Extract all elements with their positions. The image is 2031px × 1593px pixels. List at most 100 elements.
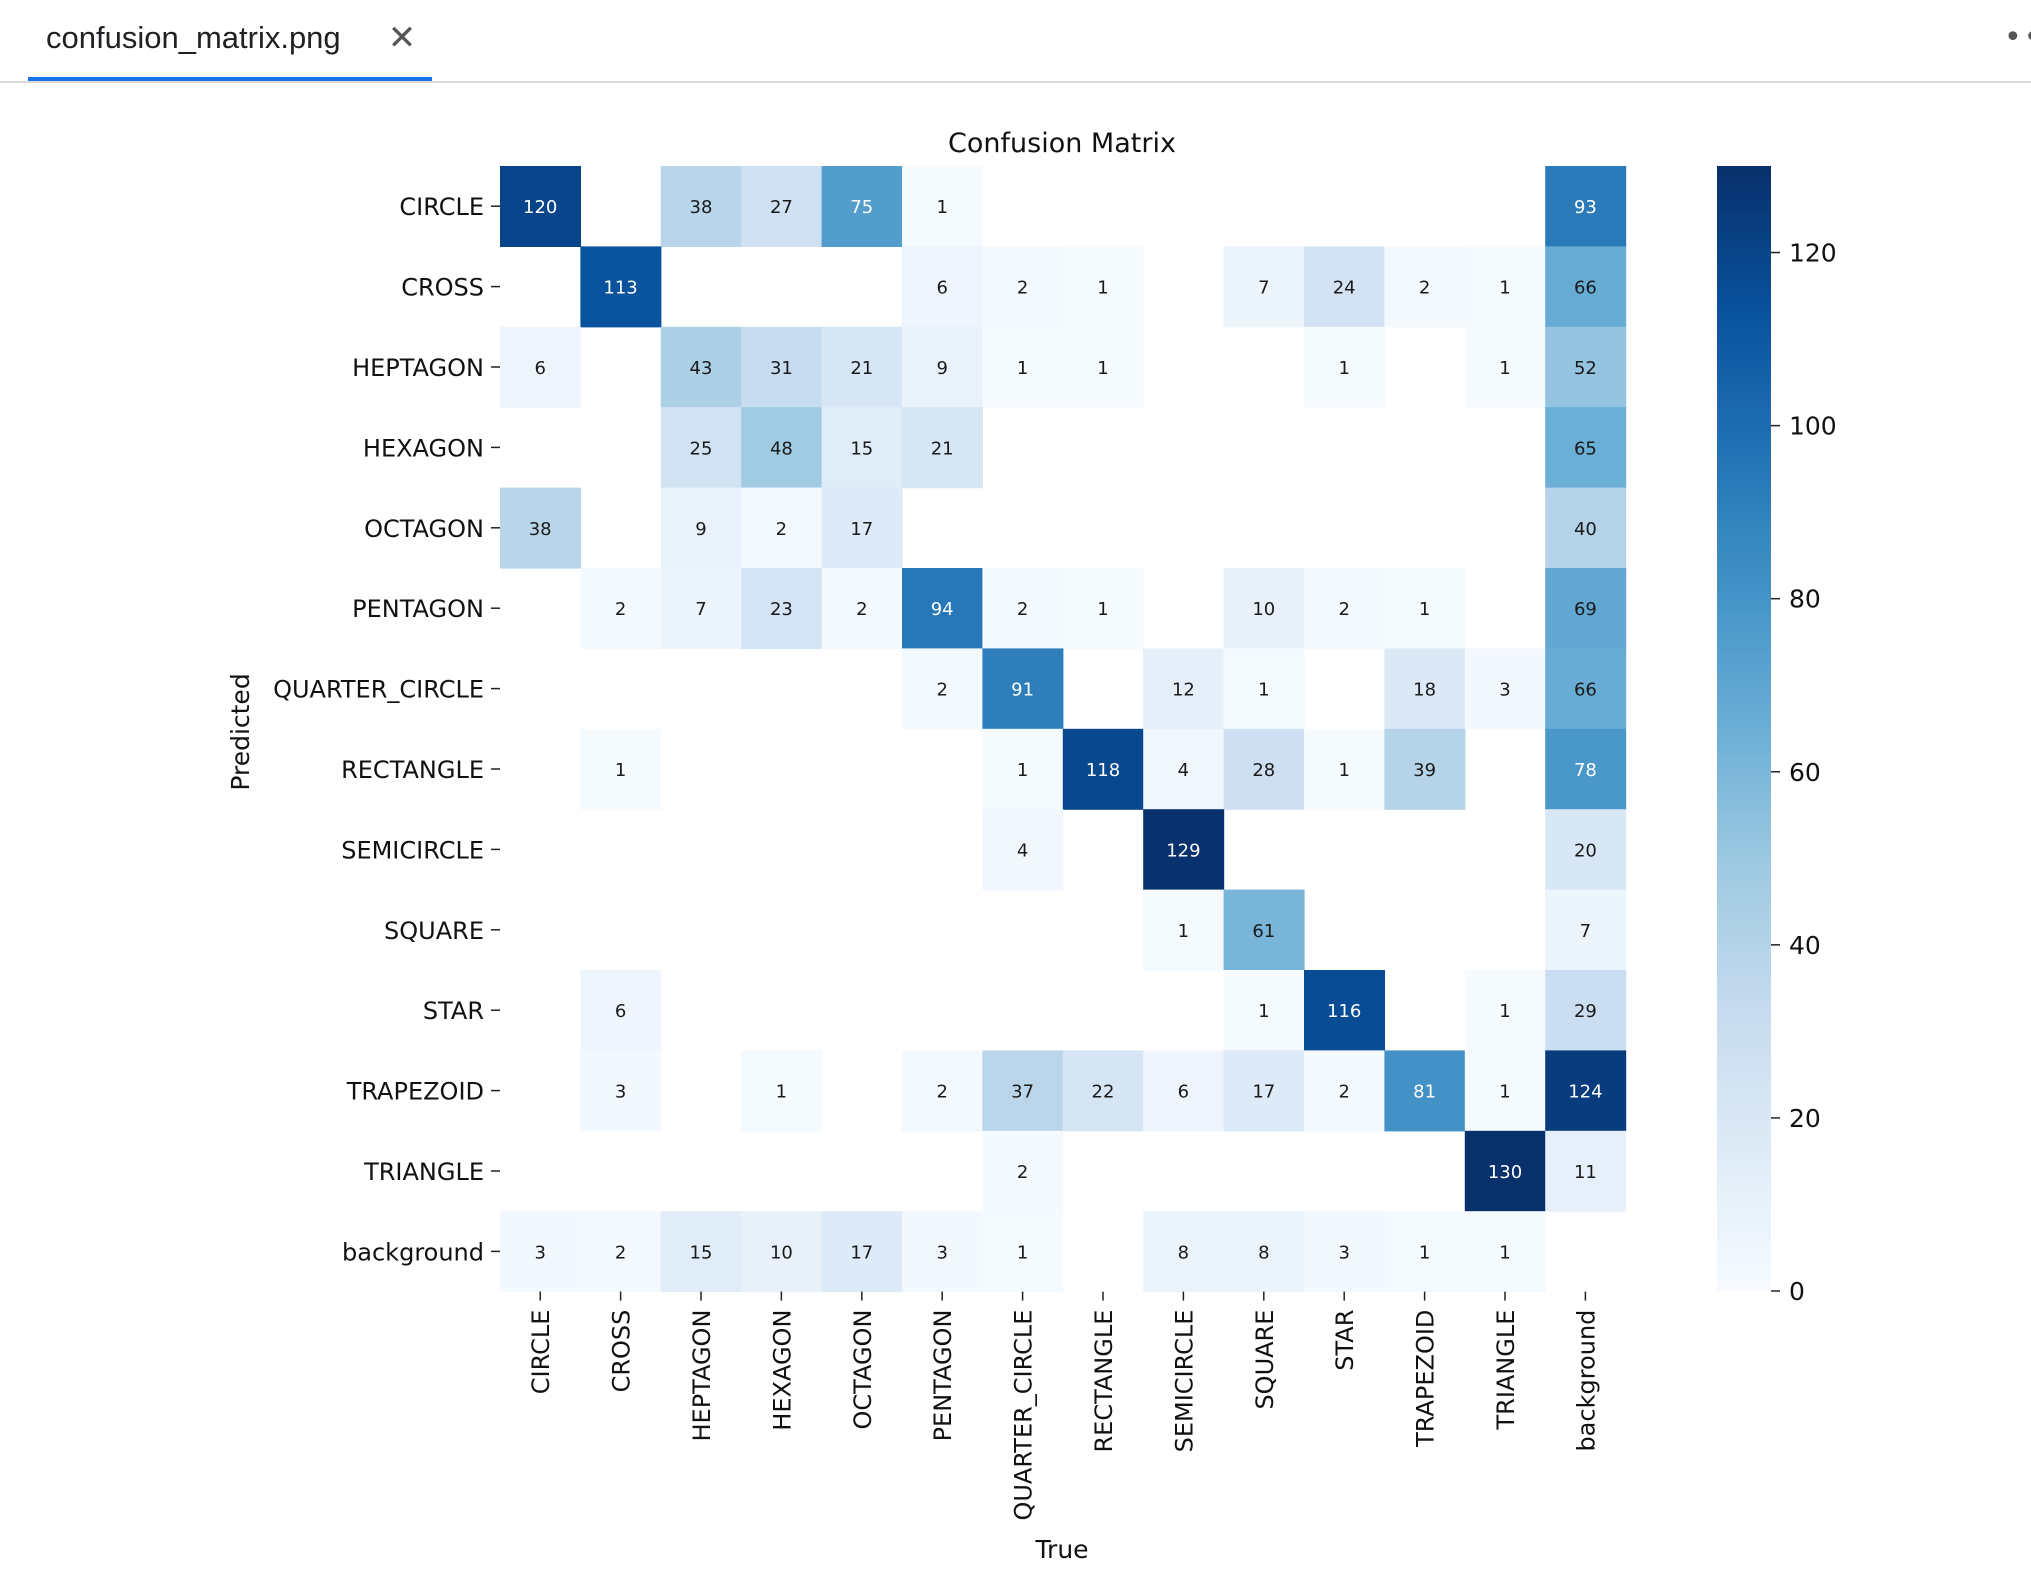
cell-value-label: 75: [850, 197, 873, 218]
cell-value-label: 129: [1166, 840, 1200, 861]
cell-value-label: 3: [1499, 680, 1510, 701]
cell-value-label: 10: [770, 1242, 793, 1263]
cell-value-label: 31: [770, 358, 793, 379]
x-tick-label: OCTAGON: [849, 1310, 877, 1430]
heatmap-cell: [580, 728, 662, 810]
close-icon[interactable]: ✕: [387, 18, 417, 58]
cell-value-label: 15: [850, 438, 873, 459]
heatmap-cell: [821, 407, 903, 489]
cell-value-label: 69: [1574, 599, 1597, 620]
heatmap-cell: [741, 1211, 823, 1293]
heatmap-cell: [500, 487, 581, 569]
heatmap-cell: [982, 246, 1064, 328]
y-tick-label: CROSS: [401, 274, 484, 302]
cell-value-label: 1: [1338, 358, 1349, 379]
cell-value-label: 6: [615, 1001, 626, 1022]
x-tick-label: SEMICIRCLE: [1170, 1310, 1198, 1453]
heatmap-cell: [1545, 487, 1627, 569]
cell-value-label: 1: [1097, 599, 1108, 620]
cell-value-label: 1: [1338, 760, 1349, 781]
cell-value-label: 1: [936, 197, 947, 218]
x-tick-label: background: [1572, 1310, 1600, 1452]
y-tick-label: HEXAGON: [363, 434, 484, 462]
cell-value-label: 28: [1252, 760, 1275, 781]
heatmap-cell: [1545, 1050, 1627, 1132]
colorbar-tick-label: 80: [1789, 585, 1821, 614]
cell-value-label: 6: [534, 358, 545, 379]
colorbar-tick-label: 100: [1789, 412, 1837, 441]
heatmap-cell: [580, 246, 662, 328]
heatmap-cell: [1464, 1211, 1546, 1293]
heatmap-cell: [1545, 809, 1627, 891]
tab-title: confusion_matrix.png: [46, 20, 341, 55]
cell-value-label: 15: [690, 1242, 713, 1263]
chart-title: Confusion Matrix: [948, 128, 1176, 159]
heatmap-cell: [660, 1211, 742, 1293]
heatmap-cell: [1464, 970, 1546, 1051]
heatmap-cell: [1143, 889, 1225, 971]
cell-value-label: 78: [1574, 760, 1597, 781]
heatmap-cell: [1384, 1050, 1466, 1132]
heatmap-cell: [1304, 1211, 1385, 1293]
heatmap-cell: [580, 568, 662, 649]
cell-value-label: 3: [534, 1242, 545, 1263]
heatmap-cell: [1545, 246, 1627, 328]
heatmap-cell: [821, 326, 903, 408]
heatmap-cell: [660, 407, 742, 489]
heatmap-cell: [1062, 728, 1144, 810]
heatmap-cell: [982, 1130, 1064, 1212]
heatmap-cell: [821, 166, 903, 247]
cell-value-label: 52: [1574, 358, 1597, 379]
cell-value-label: 1: [1258, 680, 1269, 701]
more-horizontal-icon[interactable]: •••: [2004, 20, 2031, 55]
heatmap-cell: [1545, 889, 1627, 971]
colorbar-ticks: 0 20 40 60 80 100 120: [1771, 239, 1837, 1306]
y-tick-label: QUARTER_CIRCLE: [273, 676, 484, 704]
heatmap-cell: [982, 648, 1064, 730]
cell-value-label: 2: [776, 519, 787, 540]
cell-value-label: 8: [1258, 1242, 1269, 1263]
x-tick-label: TRAPEZOID: [1412, 1310, 1440, 1448]
cell-value-label: 17: [850, 1242, 873, 1263]
colorbar-tick-label: 120: [1789, 239, 1837, 268]
heatmap-cell: [1464, 1050, 1546, 1132]
cell-value-label: 24: [1333, 278, 1356, 299]
x-axis-ticks: CIRCLE CROSS HEPTAGON HEXAGON OCTAGON PENTAGO…: [527, 1291, 1600, 1521]
heatmap-cell: [1062, 246, 1144, 328]
x-tick-label: SQUARE: [1251, 1310, 1279, 1410]
y-tick-label: STAR: [423, 997, 484, 1025]
heatmap-cell: [500, 1211, 581, 1293]
tab-bar: confusion_matrix.png ✕ •••: [0, 0, 2031, 83]
colorbar-tick-label: 20: [1789, 1104, 1821, 1133]
x-tick-label: TRIANGLE: [1492, 1310, 1520, 1431]
heatmap-cell: [1062, 326, 1144, 408]
x-tick-label: CIRCLE: [527, 1310, 555, 1395]
tab-confusion-matrix[interactable]: confusion_matrix.png ✕: [28, 0, 432, 81]
heatmap-cell: [741, 487, 823, 569]
heatmap-cell: [741, 326, 823, 408]
heatmap-cell: [982, 809, 1064, 891]
heatmap-cell: [1304, 728, 1385, 810]
heatmap-cell: [1545, 407, 1627, 489]
cell-value-label: 2: [615, 1242, 626, 1263]
heatmap-cell: [1464, 1130, 1546, 1212]
heatmap-cell: [1464, 648, 1546, 730]
heatmap-cell: [1223, 970, 1305, 1051]
heatmap-cell: [580, 970, 662, 1051]
cell-value-label: 81: [1413, 1082, 1436, 1103]
heatmap-cell: [1545, 1130, 1627, 1212]
x-tick-label: PENTAGON: [929, 1310, 957, 1442]
heatmap-cell: [1384, 1211, 1466, 1293]
cell-value-label: 43: [690, 358, 713, 379]
cell-value-label: 7: [695, 599, 706, 620]
cell-value-label: 4: [1017, 840, 1028, 861]
heatmap-cell: [821, 568, 903, 649]
heatmap-cell: [660, 326, 742, 408]
heatmap-cell: [741, 1050, 823, 1132]
heatmap-cell: [660, 487, 742, 569]
cell-value-label: 1: [1499, 1242, 1510, 1263]
heatmap-cell: [1223, 568, 1305, 649]
y-tick-label: HEPTAGON: [352, 354, 484, 382]
